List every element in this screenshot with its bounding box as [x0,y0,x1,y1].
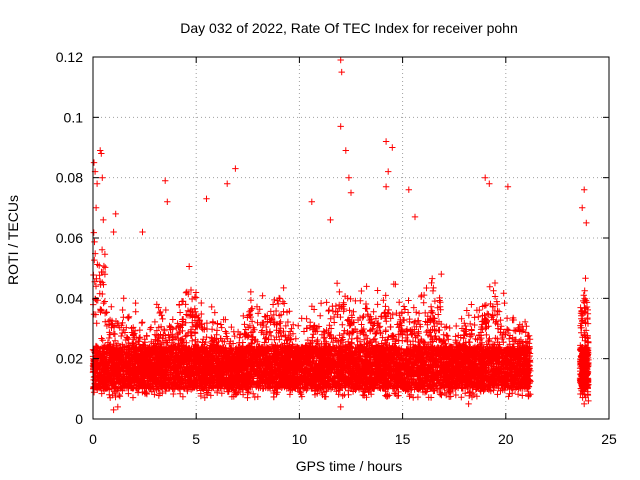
x-tick-label: 20 [498,431,514,447]
x-tick-label: 15 [395,431,411,447]
axis-ticks: 0 5 10 15 20 25 0 0.02 0.04 0.06 0.08 0.1 0.12 [56,49,617,447]
y-axis-label: ROTI / TECUs [5,195,21,285]
x-axis-label: GPS time / hours [296,458,403,474]
y-tick-label: 0.12 [56,49,83,65]
y-tick-label: 0.1 [64,109,84,125]
grid-lines [93,57,609,419]
y-tick-label: 0.08 [56,170,83,186]
x-tick-label: 25 [601,431,617,447]
y-tick-label: 0.04 [56,290,83,306]
y-tick-label: 0 [75,411,83,427]
y-tick-label: 0.02 [56,351,83,367]
y-tick-label: 0.06 [56,230,83,246]
data-point-markers [89,56,592,414]
chart-title: Day 032 of 2022, Rate Of TEC Index for r… [180,20,517,36]
x-tick-label: 5 [192,431,200,447]
x-tick-label: 10 [292,431,308,447]
x-tick-label: 0 [89,431,97,447]
data-points [89,56,592,414]
